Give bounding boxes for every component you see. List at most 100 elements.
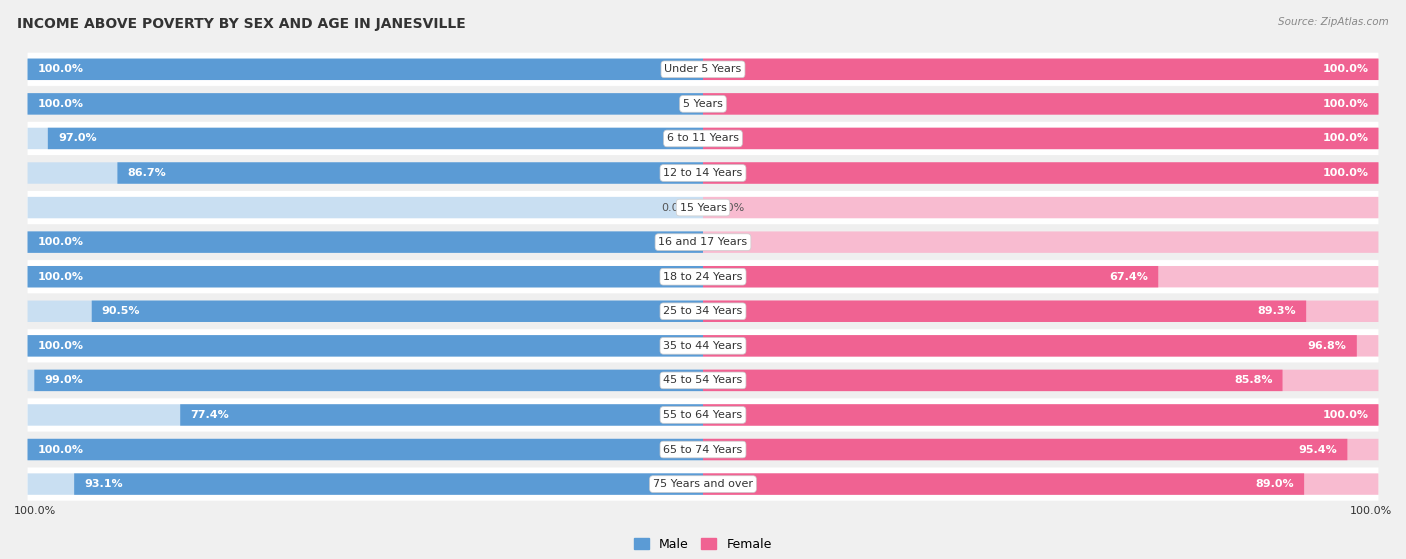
FancyBboxPatch shape [91,301,703,322]
Text: 100.0%: 100.0% [38,444,84,454]
FancyBboxPatch shape [28,433,1378,466]
FancyBboxPatch shape [703,266,1159,287]
FancyBboxPatch shape [28,122,1378,155]
Text: 100.0%: 100.0% [1322,168,1368,178]
FancyBboxPatch shape [28,93,703,115]
FancyBboxPatch shape [180,404,703,425]
FancyBboxPatch shape [28,301,703,322]
FancyBboxPatch shape [703,266,1378,287]
Text: 35 to 44 Years: 35 to 44 Years [664,341,742,351]
FancyBboxPatch shape [28,399,1378,432]
FancyBboxPatch shape [703,439,1378,460]
FancyBboxPatch shape [703,301,1378,322]
Text: 0.0%: 0.0% [717,202,745,212]
Text: 96.8%: 96.8% [1308,341,1347,351]
Text: 93.1%: 93.1% [84,479,122,489]
FancyBboxPatch shape [28,266,703,287]
FancyBboxPatch shape [703,128,1378,149]
FancyBboxPatch shape [703,59,1378,80]
Text: 75 Years and over: 75 Years and over [652,479,754,489]
FancyBboxPatch shape [703,335,1378,357]
FancyBboxPatch shape [117,162,703,184]
FancyBboxPatch shape [28,439,703,460]
Text: 100.0%: 100.0% [38,99,84,109]
FancyBboxPatch shape [703,404,1378,425]
FancyBboxPatch shape [28,225,1378,259]
FancyBboxPatch shape [703,473,1305,495]
FancyBboxPatch shape [703,335,1357,357]
Text: 65 to 74 Years: 65 to 74 Years [664,444,742,454]
FancyBboxPatch shape [703,162,1378,184]
FancyBboxPatch shape [28,59,703,80]
FancyBboxPatch shape [28,266,703,287]
Text: 12 to 14 Years: 12 to 14 Years [664,168,742,178]
Text: 77.4%: 77.4% [190,410,229,420]
FancyBboxPatch shape [48,128,703,149]
Text: 100.0%: 100.0% [14,506,56,516]
FancyBboxPatch shape [703,404,1378,425]
FancyBboxPatch shape [75,473,703,495]
Text: 100.0%: 100.0% [38,341,84,351]
Text: 16 and 17 Years: 16 and 17 Years [658,237,748,247]
FancyBboxPatch shape [28,467,1378,501]
Text: 100.0%: 100.0% [38,237,84,247]
FancyBboxPatch shape [28,364,1378,397]
Text: 15 Years: 15 Years [679,202,727,212]
Text: 100.0%: 100.0% [1322,64,1368,74]
FancyBboxPatch shape [703,369,1378,391]
Text: 90.5%: 90.5% [101,306,141,316]
FancyBboxPatch shape [28,87,1378,121]
Text: 55 to 64 Years: 55 to 64 Years [664,410,742,420]
Text: 45 to 54 Years: 45 to 54 Years [664,376,742,385]
Text: 25 to 34 Years: 25 to 34 Years [664,306,742,316]
Text: 100.0%: 100.0% [1350,506,1392,516]
FancyBboxPatch shape [28,162,703,184]
FancyBboxPatch shape [703,369,1282,391]
Text: 97.0%: 97.0% [58,134,97,144]
FancyBboxPatch shape [28,329,1378,362]
FancyBboxPatch shape [28,93,703,115]
FancyBboxPatch shape [703,59,1378,80]
Text: 100.0%: 100.0% [38,64,84,74]
FancyBboxPatch shape [28,260,1378,293]
Text: Under 5 Years: Under 5 Years [665,64,741,74]
FancyBboxPatch shape [28,191,1378,224]
FancyBboxPatch shape [703,93,1378,115]
FancyBboxPatch shape [703,439,1347,460]
Text: Source: ZipAtlas.com: Source: ZipAtlas.com [1278,17,1389,27]
Text: 99.0%: 99.0% [45,376,83,385]
Text: 100.0%: 100.0% [1322,410,1368,420]
FancyBboxPatch shape [703,162,1378,184]
Legend: Male, Female: Male, Female [630,533,776,556]
Text: 85.8%: 85.8% [1234,376,1272,385]
FancyBboxPatch shape [28,335,703,357]
Text: 0.0%: 0.0% [717,237,745,247]
Text: 100.0%: 100.0% [1322,99,1368,109]
FancyBboxPatch shape [28,439,703,460]
FancyBboxPatch shape [28,157,1378,190]
Text: 89.3%: 89.3% [1257,306,1296,316]
FancyBboxPatch shape [703,231,1378,253]
FancyBboxPatch shape [28,335,703,357]
Text: 95.4%: 95.4% [1299,444,1337,454]
Text: 18 to 24 Years: 18 to 24 Years [664,272,742,282]
Text: INCOME ABOVE POVERTY BY SEX AND AGE IN JANESVILLE: INCOME ABOVE POVERTY BY SEX AND AGE IN J… [17,17,465,31]
FancyBboxPatch shape [28,59,703,80]
FancyBboxPatch shape [703,197,1378,219]
FancyBboxPatch shape [34,369,703,391]
FancyBboxPatch shape [28,231,703,253]
FancyBboxPatch shape [28,369,703,391]
Text: 100.0%: 100.0% [38,272,84,282]
Text: 5 Years: 5 Years [683,99,723,109]
Text: 100.0%: 100.0% [1322,134,1368,144]
FancyBboxPatch shape [28,404,703,425]
Text: 86.7%: 86.7% [128,168,166,178]
FancyBboxPatch shape [28,295,1378,328]
FancyBboxPatch shape [703,473,1378,495]
FancyBboxPatch shape [28,128,703,149]
FancyBboxPatch shape [703,93,1378,115]
FancyBboxPatch shape [28,53,1378,86]
FancyBboxPatch shape [28,231,703,253]
Text: 89.0%: 89.0% [1256,479,1294,489]
FancyBboxPatch shape [703,128,1378,149]
